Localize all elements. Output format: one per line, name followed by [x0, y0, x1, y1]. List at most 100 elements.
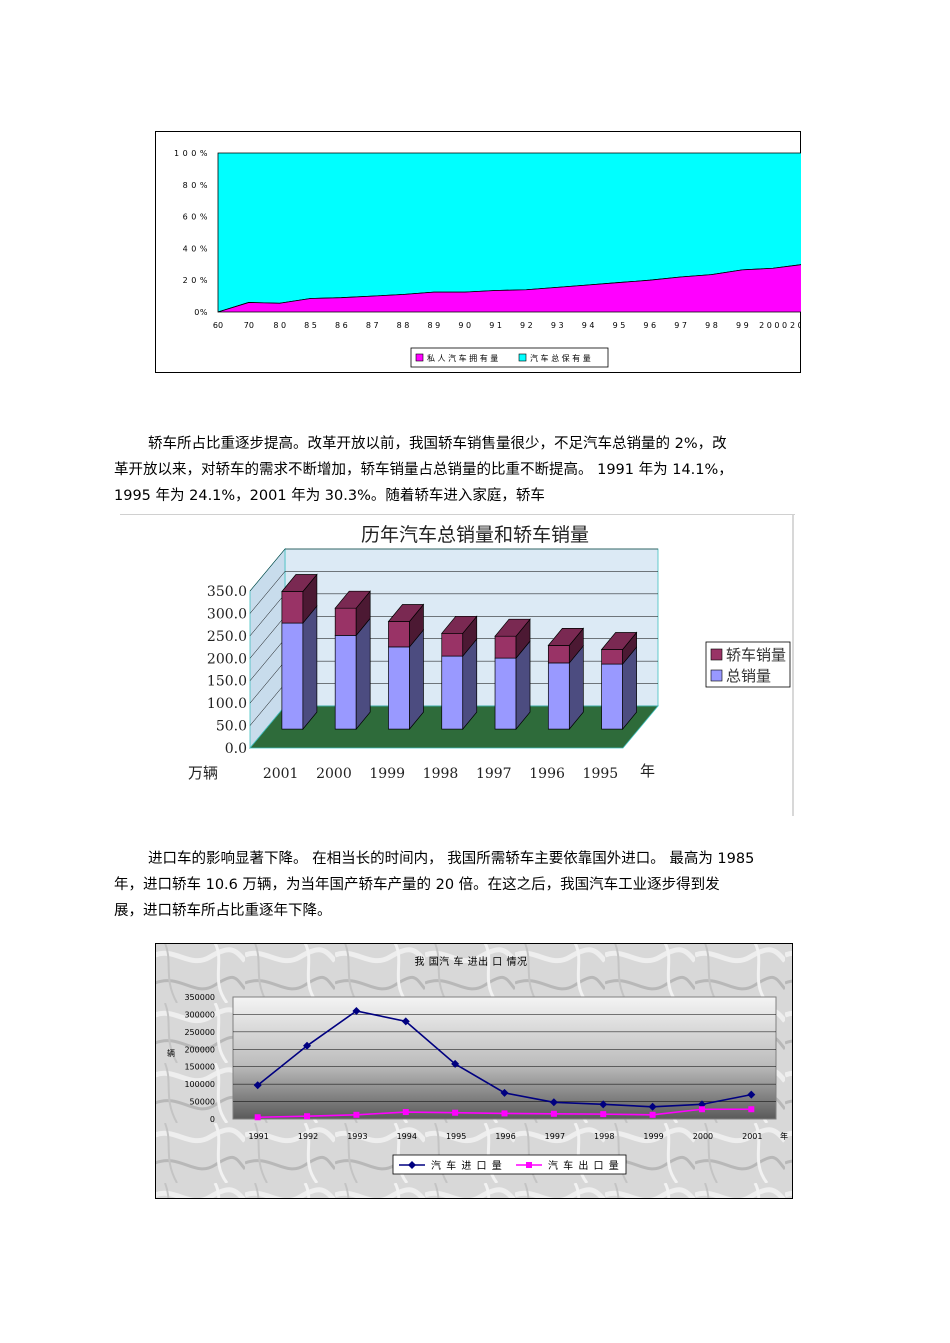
bar-sedan-top: [494, 618, 531, 637]
y-tick-label: 350000: [184, 993, 215, 1002]
x-tick-label: 9 2: [520, 321, 533, 330]
data-point-export: [698, 1106, 705, 1113]
bar-sedan-top: [441, 615, 478, 634]
x-tick-label: 8 9: [428, 321, 441, 330]
x-tick-label: 1995: [583, 766, 619, 782]
legend-label-import: 汽 车 进 口 量: [431, 1159, 503, 1172]
x-unit-label: 年: [640, 762, 655, 780]
data-point-import: [648, 1102, 657, 1111]
bar-total: [388, 646, 410, 730]
bar-total: [281, 622, 304, 730]
x-tick-label: 8 0: [273, 321, 286, 330]
gridline-side: [249, 571, 286, 614]
x-unit-label: 年: [780, 1131, 788, 1141]
gridline-side: [249, 593, 286, 637]
gridline-side: [249, 548, 286, 592]
data-point-import: [253, 1081, 262, 1090]
x-tick-label: 9 7: [674, 321, 687, 330]
gridline-side: [249, 638, 286, 681]
paragraph-line: 进口车的影响显著下降。 在相当长的时间内， 我国所需轿车主要依靠国外进口。 最高…: [148, 851, 755, 867]
y-tick-label: 350.0: [207, 584, 247, 600]
x-tick-label: 9 6: [643, 321, 656, 330]
legend-marker-export: [526, 1162, 532, 1168]
y-tick-label: 300000: [184, 1010, 215, 1019]
bar-total: [601, 663, 623, 730]
x-tick-label: 1991: [249, 1132, 269, 1141]
data-point-import: [451, 1059, 460, 1068]
data-point-import: [401, 1017, 410, 1026]
x-tick-label: 1998: [423, 766, 459, 782]
y-tick-label: 250000: [184, 1028, 215, 1037]
legend-label-total: 汽 车 总 保 有 量: [530, 353, 591, 363]
bar-total-side: [355, 617, 371, 731]
gridline-side: [249, 660, 286, 704]
legend-swatch-total: [710, 669, 723, 682]
chart-title: 历年汽车总销量和轿车销量: [361, 524, 589, 546]
bar-sedan-top: [547, 628, 585, 646]
y-axis-label: 辆: [167, 1048, 175, 1058]
bar-sedan: [281, 591, 304, 624]
x-tick-label: 1994: [397, 1132, 417, 1141]
bar-total: [441, 655, 464, 730]
y-tick-label: 150.0: [207, 674, 247, 690]
y-tick-label: 8 0 %: [183, 181, 208, 190]
private-car-share-chart: 1 0 0 % 8 0 % 6 0 % 4 0 % 2 0 % 0% 60 70 8 0 8 5 8…: [155, 131, 818, 377]
bar-sedan: [601, 649, 623, 665]
data-point-export: [550, 1110, 557, 1117]
data-point-export: [501, 1110, 508, 1117]
x-tick-label: 2001: [742, 1132, 762, 1141]
y-tick-label: 50000: [190, 1098, 215, 1107]
x-tick-label: 9 0: [458, 321, 471, 330]
paragraph-line: 革开放以来，对轿车的需求不断增加，轿车销量占总销量的比重不断提高。 1991 年…: [114, 462, 733, 478]
x-tick-label: 1997: [545, 1132, 565, 1141]
x-tick-label: 2001: [263, 766, 299, 782]
legend-swatch-sedan: [710, 648, 723, 661]
x-tick-label: 9 1: [489, 321, 502, 330]
x-tick-label: 2000: [693, 1132, 713, 1141]
legend-label-private: 私 人 汽 车 拥 有 量: [427, 353, 498, 363]
annual-sales-chart: 历年汽车总销量和轿车销量 350.0 300.0 250.0 200.0 150.0 100…: [120, 514, 795, 820]
x-tick-label: 8 8: [397, 321, 410, 330]
y-tick-label: 4 0 %: [183, 244, 208, 253]
data-point-export: [402, 1109, 409, 1116]
x-tick-label: 1999: [643, 1132, 663, 1141]
bar-sedan: [334, 607, 357, 636]
data-point-export: [600, 1111, 607, 1118]
x-tick-label: 2 0 0 1: [790, 321, 801, 330]
legend-box: [410, 347, 609, 368]
data-point-export: [649, 1111, 656, 1118]
private-car-share-chart-svg: 1 0 0 % 8 0 % 6 0 % 4 0 % 2 0 % 0% 60 70 8 0 8 5 8…: [155, 131, 818, 373]
x-tick-label: 9 9: [736, 321, 749, 330]
bar-total: [494, 657, 517, 730]
y-tick-label: 200000: [184, 1045, 215, 1054]
bar-sedan: [494, 635, 517, 659]
data-point-export: [254, 1114, 261, 1121]
bar-sedan-top: [281, 574, 318, 592]
x-tick-label: 9 8: [705, 321, 718, 330]
y-tick-label: 300.0: [207, 606, 247, 622]
bar-total: [547, 662, 570, 730]
x-tick-label: 8 6: [335, 321, 348, 330]
y-tick-label: 1 0 0 %: [174, 149, 208, 158]
bar-sedan: [547, 645, 570, 664]
y-tick-label: 150000: [184, 1063, 215, 1072]
x-tick-label: 1992: [298, 1132, 318, 1141]
data-point-import: [352, 1006, 361, 1015]
y-unit-label: 万辆: [188, 764, 218, 782]
legend-marker-import: [408, 1161, 416, 1169]
legend-label-export: 汽 车 出 口 量: [548, 1159, 620, 1172]
bar-sedan: [441, 632, 464, 657]
area-series-private: [217, 263, 805, 313]
y-tick-label: 200.0: [207, 651, 247, 667]
bar-sedan-top: [600, 632, 638, 650]
bar-sedan-top: [387, 604, 425, 622]
x-tick-label: 60: [213, 321, 223, 330]
chart-title: 我 国汽 车 进出 口 情况: [415, 955, 528, 968]
data-point-export: [452, 1109, 459, 1116]
annual-sales-chart-svg: 历年汽车总销量和轿车销量 350.0 300.0 250.0 200.0 150.0 100…: [120, 514, 795, 816]
paragraph-line: 轿车所占比重逐步提高。改革开放以前，我国轿车销售量很少，不足汽车总销量的 2%，…: [148, 436, 727, 452]
bar-sedan-top: [334, 590, 371, 609]
x-tick-label: 1996: [529, 766, 565, 782]
x-tick-label: 2000: [316, 766, 352, 782]
plot-area: [232, 996, 777, 1120]
